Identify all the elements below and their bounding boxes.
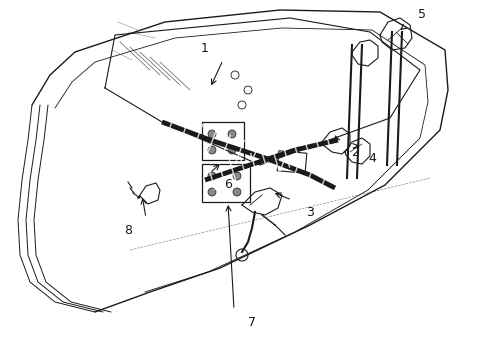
Circle shape xyxy=(208,188,216,196)
Text: 8: 8 xyxy=(124,224,132,237)
Bar xyxy=(202,164,250,202)
Bar xyxy=(202,122,244,160)
Circle shape xyxy=(208,146,216,154)
Circle shape xyxy=(228,146,236,154)
Circle shape xyxy=(236,249,248,261)
Text: 2: 2 xyxy=(351,145,359,158)
Circle shape xyxy=(208,172,216,180)
Circle shape xyxy=(233,172,241,180)
Text: 5: 5 xyxy=(418,9,426,22)
Bar xyxy=(277,151,307,173)
Text: 7: 7 xyxy=(248,315,256,328)
Text: 3: 3 xyxy=(306,206,314,219)
Text: 1: 1 xyxy=(201,41,209,54)
Text: 4: 4 xyxy=(368,152,376,165)
Circle shape xyxy=(233,188,241,196)
Circle shape xyxy=(228,130,236,138)
Text: 6: 6 xyxy=(224,179,232,192)
Circle shape xyxy=(208,130,216,138)
